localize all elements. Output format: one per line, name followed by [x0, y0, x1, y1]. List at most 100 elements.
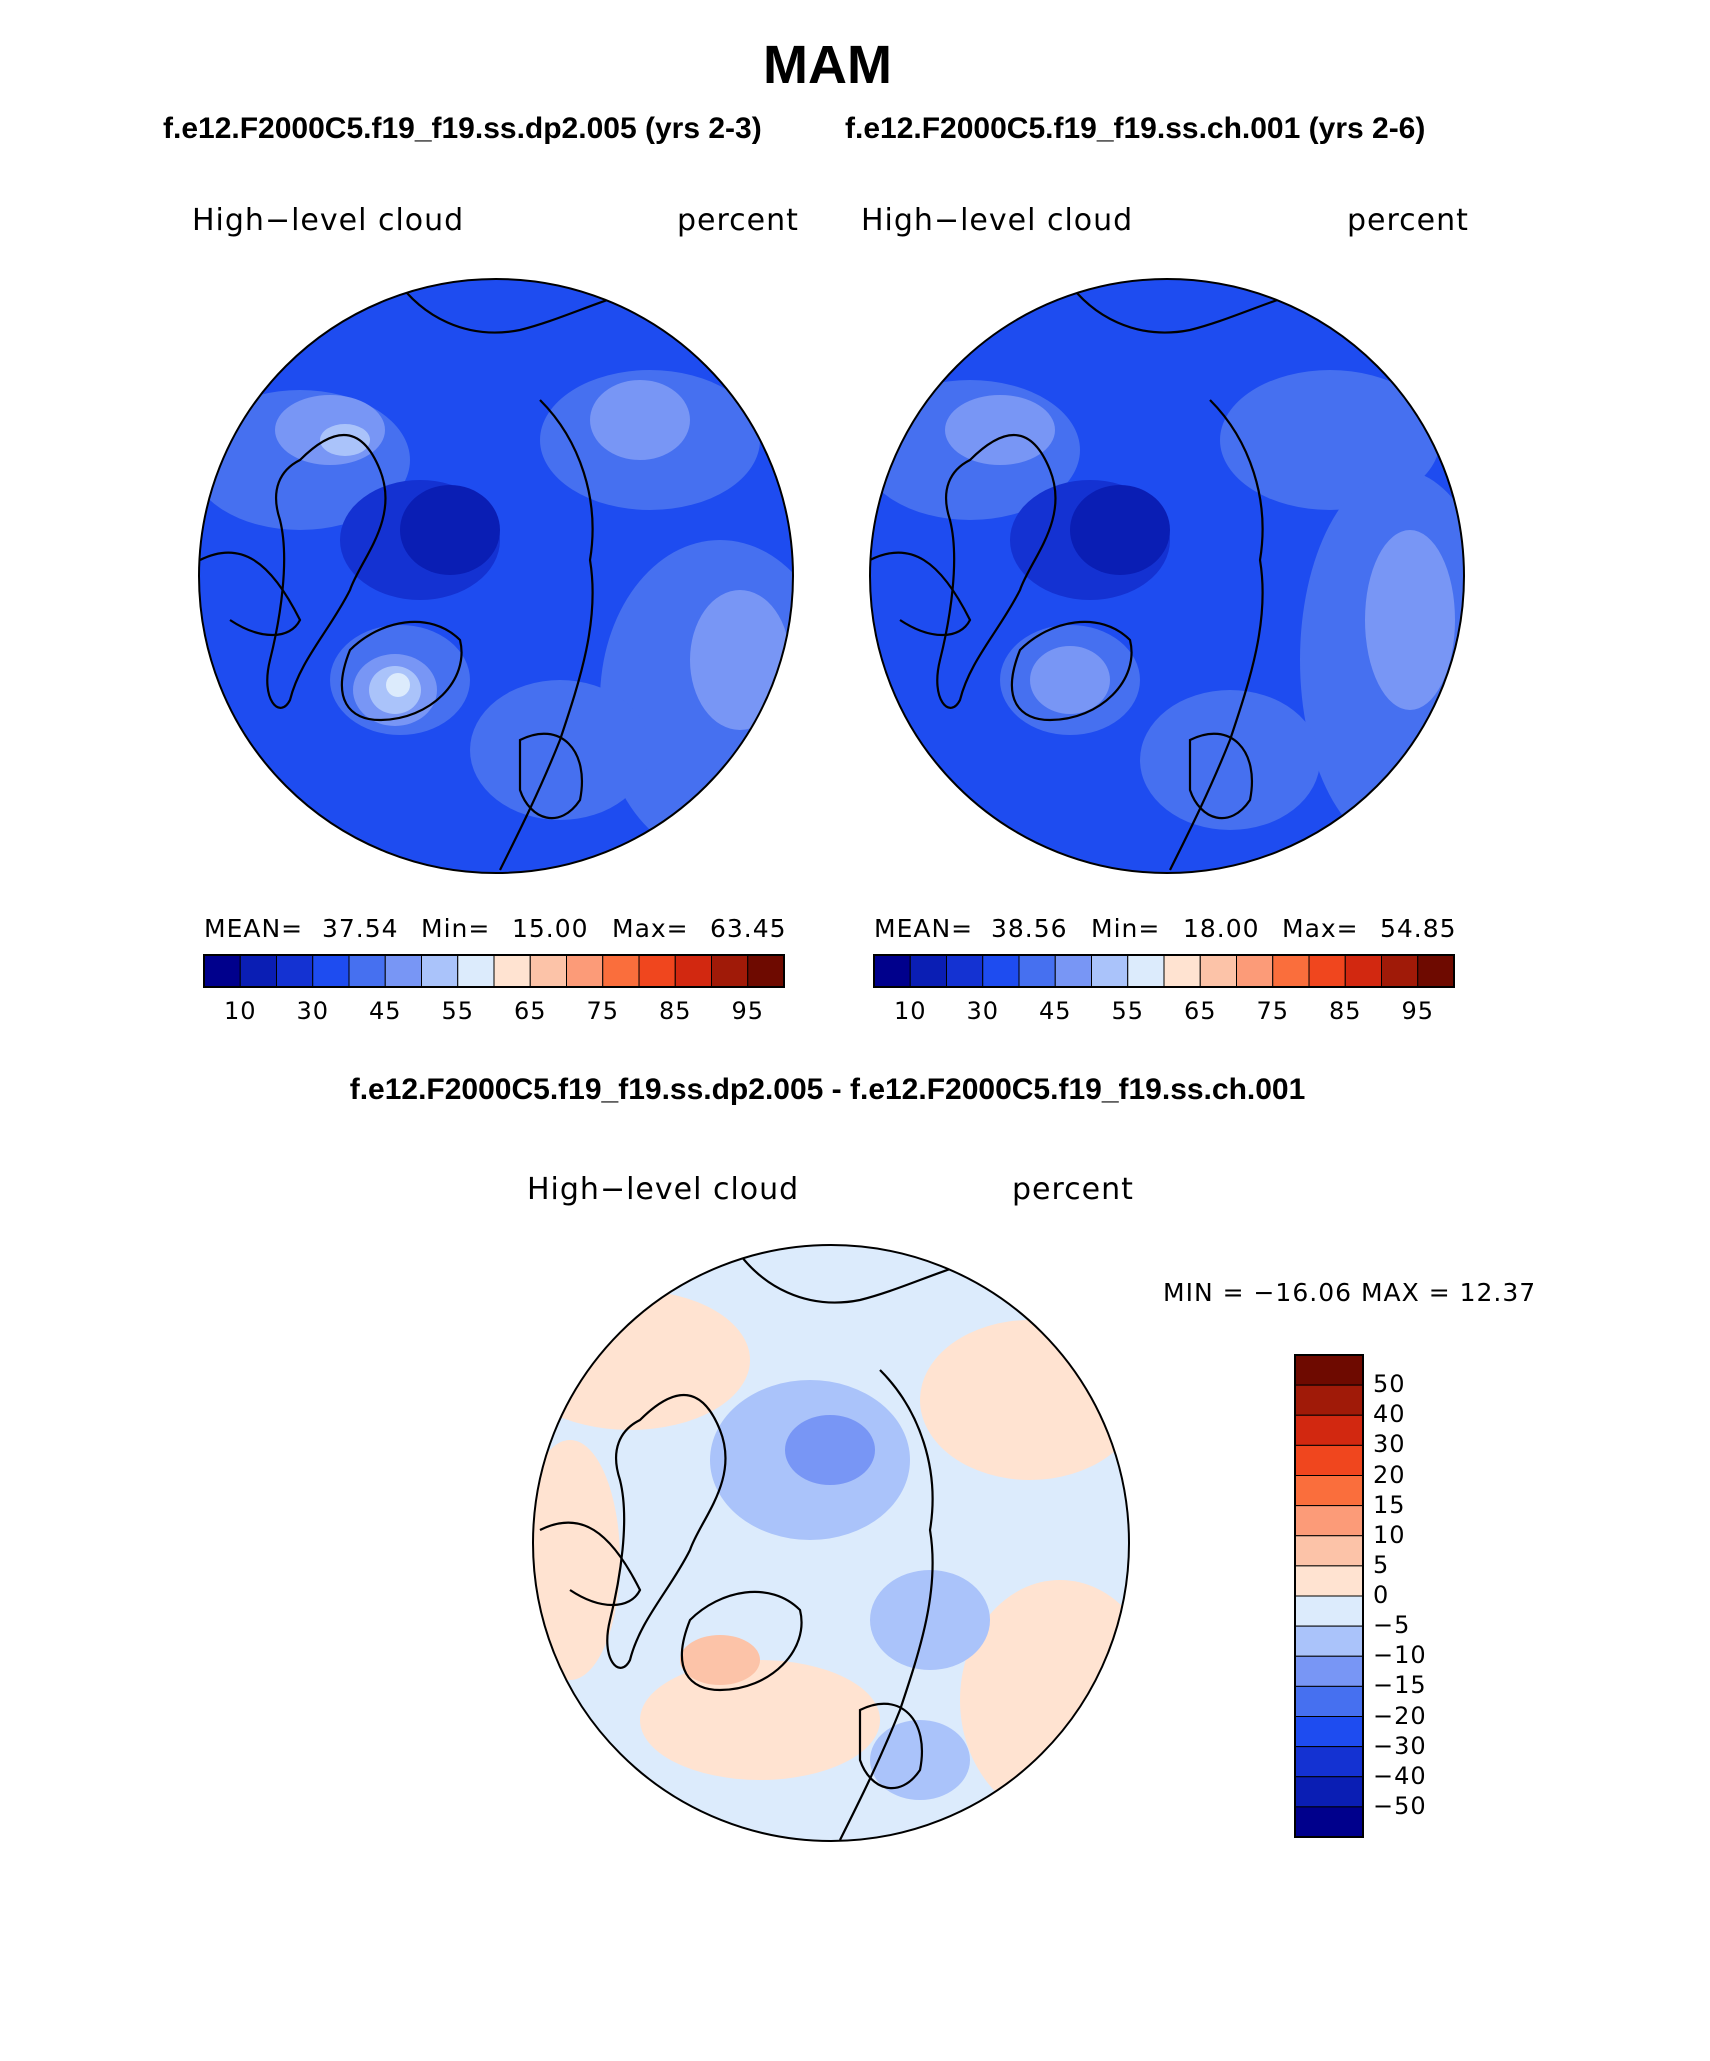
diff-colorbar-outline: [1294, 1354, 1364, 1838]
left-colorbar-box: [312, 954, 350, 988]
diff-colorbar-tick-label: 0: [1373, 1581, 1390, 1609]
right-colorbar-box: [873, 954, 911, 988]
diff-contour-blob: [680, 1635, 760, 1685]
diff-coastline: [680, 1590, 803, 1692]
left-colorbar-tick-label: 65: [513, 997, 547, 1025]
left-colorbar-box: [384, 954, 422, 988]
diff-colorbar-box: [1294, 1595, 1364, 1627]
diff-case-title: f.e12.F2000C5.f19_f19.ss.dp2.005 - f.e12…: [349, 1073, 1306, 1106]
diff-contour-blob: [640, 1660, 880, 1780]
right-min-value: 18.00: [1183, 914, 1260, 943]
diff-contour-blob: [870, 1720, 970, 1800]
left-colorbar-tick-label: 10: [223, 997, 257, 1025]
right-colorbar-outline: [873, 954, 1455, 988]
right-colorbar-box: [1344, 954, 1382, 988]
right-panel-units: percent: [1347, 203, 1469, 238]
left-coastline: [518, 732, 583, 820]
diff-contour-blob: [920, 1320, 1129, 1480]
left-max-value: 63.45: [710, 914, 787, 943]
left-colorbar-box: [638, 954, 676, 988]
right-colorbar-box: [1127, 954, 1165, 988]
diff-colorbar-box: [1294, 1625, 1364, 1657]
left-colorbar-tick-label: 95: [731, 997, 765, 1025]
left-max-label: Max=: [612, 914, 689, 943]
left-colorbar-box: [457, 954, 495, 988]
right-colorbar-tick-label: 65: [1183, 997, 1217, 1025]
diff-colorbar-box: [1294, 1565, 1364, 1597]
right-coastline: [1188, 732, 1253, 820]
left-map: [198, 278, 794, 874]
diff-map-border: [532, 1244, 1130, 1842]
left-coastline: [266, 433, 387, 709]
diff-colorbar-tick-label: 20: [1373, 1460, 1406, 1489]
left-contour-blob: [470, 680, 650, 820]
left-contour-blob: [320, 424, 370, 456]
left-coastline: [499, 399, 594, 871]
diff-contour-blob: [870, 1570, 990, 1670]
left-contour-blob: [386, 673, 410, 697]
diff-colorbar-tick-label: −5: [1373, 1611, 1411, 1640]
left-colorbar-box: [529, 954, 567, 988]
diff-colorbar-tick-label: 40: [1373, 1400, 1406, 1429]
figure-title: MAM: [763, 35, 892, 95]
left-colorbar-tick-label: 55: [441, 997, 475, 1025]
right-coastline: [1010, 620, 1133, 722]
left-colorbar: [203, 954, 785, 988]
right-colorbar-tick-label: 10: [893, 997, 927, 1025]
right-contour-blob: [1030, 646, 1110, 714]
right-colorbar-box: [1163, 954, 1201, 988]
right-colorbar-box: [1199, 954, 1237, 988]
diff-coastline: [539, 1521, 642, 1607]
right-colorbar-box: [1018, 954, 1056, 988]
right-map-border: [869, 278, 1465, 874]
left-colorbar-outline: [203, 954, 785, 988]
diff-contour-blob: [960, 1580, 1129, 1820]
diff-colorbar-tick-label: −10: [1373, 1641, 1427, 1670]
diff-colorbar-tick-label: 15: [1373, 1490, 1406, 1519]
diff-coastline: [729, 1245, 981, 1304]
diff-colorbar-box: [1294, 1414, 1364, 1446]
diff-colorbar-box: [1294, 1354, 1364, 1386]
left-colorbar-box: [348, 954, 386, 988]
left-colorbar-box: [566, 954, 604, 988]
right-colorbar-box: [1054, 954, 1092, 988]
right-mean-value: 38.56: [991, 914, 1068, 943]
diff-colorbar-tick-label: −15: [1373, 1671, 1427, 1700]
diff-colorbar-box: [1294, 1505, 1364, 1537]
right-max-label: Max=: [1282, 914, 1359, 943]
right-colorbar-tick-label: 30: [966, 997, 1000, 1025]
right-colorbar-tick-label: 85: [1328, 997, 1362, 1025]
diff-colorbar-box: [1294, 1475, 1364, 1507]
left-mean-value: 37.54: [322, 914, 399, 943]
left-mean-label: MEAN=: [204, 914, 304, 943]
diff-contour-blob: [533, 1440, 620, 1680]
case-title-right: f.e12.F2000C5.f19_f19.ss.ch.001 (yrs 2-6…: [845, 112, 1426, 145]
diff-coastline: [839, 1369, 934, 1841]
diff-colorbar-box: [1294, 1776, 1364, 1808]
diff-contour-blob: [785, 1415, 875, 1485]
diff-colorbar-tick-label: −30: [1373, 1731, 1427, 1760]
left-colorbar-box: [421, 954, 459, 988]
diff-colorbar-tick-label: −40: [1373, 1761, 1427, 1790]
right-map: [869, 278, 1465, 874]
right-min-label: Min=: [1091, 914, 1161, 943]
left-colorbar-box: [203, 954, 241, 988]
diff-colorbar-box: [1294, 1746, 1364, 1778]
right-contour-blob: [1070, 485, 1170, 575]
left-coastline: [199, 551, 302, 637]
right-colorbar-box: [1272, 954, 1310, 988]
right-colorbar-tick-label: 45: [1038, 997, 1072, 1025]
diff-colorbar: [1294, 1354, 1364, 1838]
left-contour-blob: [400, 485, 500, 575]
right-contour-blob: [1365, 530, 1455, 710]
diff-panel-variable: High−level cloud: [527, 1172, 800, 1207]
right-colorbar-box: [946, 954, 984, 988]
left-colorbar-box: [747, 954, 785, 988]
right-colorbar-box: [1381, 954, 1419, 988]
right-colorbar-box: [1308, 954, 1346, 988]
diff-colorbar-box: [1294, 1655, 1364, 1687]
diff-colorbar-tick-label: 5: [1373, 1550, 1390, 1579]
diff-coastline: [858, 1702, 923, 1790]
left-colorbar-box: [602, 954, 640, 988]
